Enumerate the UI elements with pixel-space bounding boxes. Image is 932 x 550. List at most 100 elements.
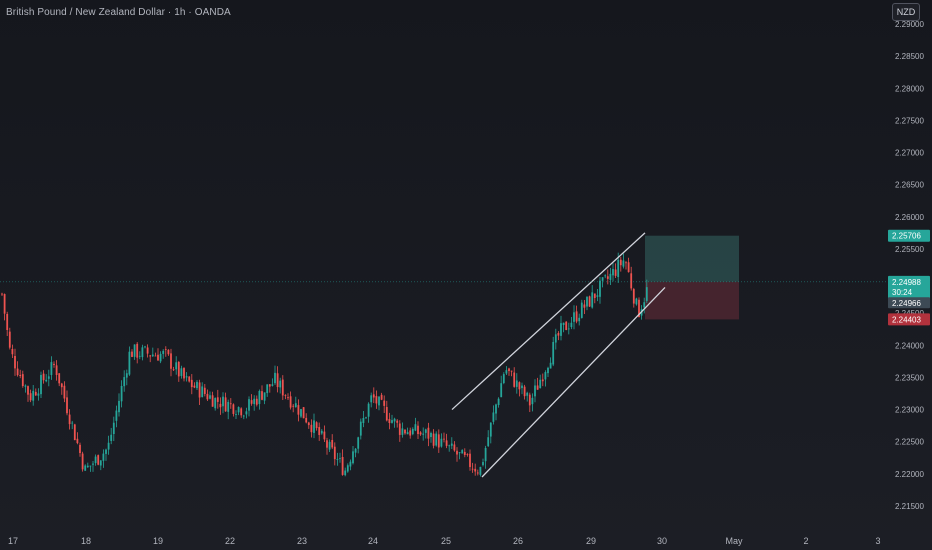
candle-body	[604, 275, 607, 277]
candle-body	[469, 453, 471, 468]
candle-body	[183, 368, 185, 379]
candle-body	[99, 460, 102, 466]
candle-body	[328, 441, 331, 450]
candle-body	[406, 432, 409, 435]
last-price-block	[888, 275, 930, 300]
candle-body	[601, 277, 604, 281]
candle-body	[456, 450, 458, 455]
candle-body	[305, 417, 308, 423]
y-tick-label: 2.23500	[895, 373, 924, 382]
candle-body	[440, 438, 443, 447]
candle-body	[635, 298, 638, 305]
candle-body	[547, 367, 549, 374]
candle-body	[11, 348, 14, 355]
candle-body	[21, 374, 24, 387]
candle-body	[565, 321, 568, 331]
candle-body	[81, 453, 84, 470]
y-tick-label: 2.29000	[895, 20, 924, 29]
candle-body	[372, 394, 375, 398]
candle-body	[24, 385, 27, 387]
candle-body	[375, 396, 378, 404]
candle-body	[279, 380, 282, 388]
candle-body	[198, 382, 201, 398]
x-tick-label: 22	[225, 536, 235, 546]
candle-body	[435, 433, 438, 446]
candle-body	[307, 422, 310, 426]
candle-body	[172, 369, 175, 371]
currency-button[interactable]: NZD	[892, 3, 920, 21]
candle-body	[427, 427, 430, 439]
candle-body	[541, 379, 544, 382]
candle-body	[346, 465, 349, 472]
candle-body	[544, 372, 547, 380]
channel-upper-line	[451, 232, 646, 411]
candle-body	[42, 373, 45, 381]
candle-body	[115, 410, 118, 421]
candle-body	[27, 386, 29, 395]
candle-body	[58, 373, 61, 384]
candle-body	[333, 446, 336, 460]
candle-body	[643, 302, 646, 308]
candle-body	[380, 394, 383, 400]
candle-body	[40, 374, 42, 395]
candle-body	[484, 447, 487, 462]
candle-body	[50, 362, 53, 375]
candle-body	[118, 400, 120, 413]
symbol-title: British Pound / New Zealand Dollar · 1h …	[6, 7, 231, 18]
candle-body	[367, 403, 370, 417]
candle-body	[463, 451, 466, 455]
candle-body	[359, 421, 362, 436]
candle-body	[16, 368, 19, 376]
candle-body	[323, 431, 326, 440]
candle-body	[645, 287, 648, 301]
candle-body	[326, 440, 328, 448]
candle-body	[622, 260, 625, 267]
candle-body	[289, 396, 292, 408]
candle-body	[552, 342, 555, 365]
candle-body	[573, 312, 575, 322]
candle-body	[190, 379, 193, 388]
candle-body	[523, 386, 526, 397]
candle-body	[47, 376, 50, 379]
target-price-tag: 2.25706	[892, 232, 921, 241]
candle-body	[339, 458, 341, 459]
candle-body	[401, 428, 404, 435]
candle-body	[112, 422, 115, 434]
candle-body	[6, 313, 9, 330]
candle-body	[209, 395, 211, 399]
candle-body	[398, 423, 401, 435]
candle-body	[222, 396, 224, 407]
y-tick-label: 2.28000	[895, 84, 924, 93]
x-tick-label: May	[725, 536, 743, 546]
candle-body	[250, 400, 253, 404]
candle-body	[159, 353, 162, 362]
candle-body	[211, 395, 214, 407]
candle-body	[157, 354, 159, 361]
candle-body	[45, 379, 48, 382]
secondary-price-bg	[888, 297, 930, 309]
candle-body	[216, 397, 219, 402]
candle-body	[318, 427, 321, 435]
y-tick-label: 2.27500	[895, 116, 924, 125]
candle-body	[185, 376, 188, 378]
candle-body	[370, 395, 373, 403]
candle-body	[14, 355, 16, 369]
candle-body	[625, 262, 627, 264]
candle-body	[188, 376, 191, 382]
x-tick-label: 3	[875, 536, 880, 546]
candle-body	[297, 405, 300, 415]
x-tick-label: 24	[368, 536, 378, 546]
candle-body	[193, 385, 196, 388]
candle-body	[232, 404, 235, 414]
candle-body	[97, 455, 100, 465]
candle-body	[632, 289, 635, 304]
candle-body	[310, 424, 313, 433]
candle-body	[409, 430, 412, 436]
y-tick-label: 2.22000	[895, 470, 924, 479]
x-tick-label: 2	[803, 536, 808, 546]
candle-body	[578, 317, 581, 322]
candle-body	[73, 424, 76, 441]
channel-lower-line	[481, 287, 666, 478]
